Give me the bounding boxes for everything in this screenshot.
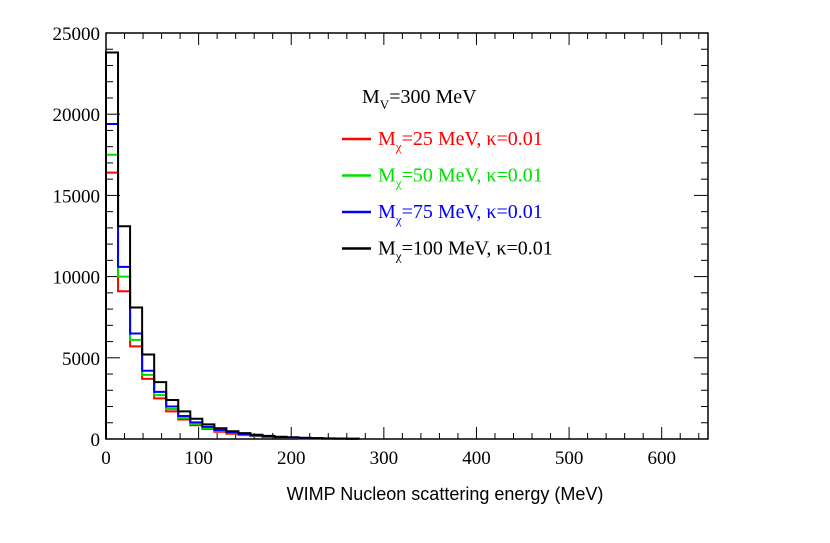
x-tick-label: 500 [555,448,584,469]
y-tick-label: 25000 [53,24,101,45]
x-tick-label: 200 [277,448,306,469]
series-line-1 [105,171,360,440]
y-tick-label: 0 [91,430,101,451]
legend-label-4: Mχ=100 MeV, κ=0.01 [378,238,553,264]
y-axis-tick-labels: 0 5000 10000 15000 20000 25000 [53,24,101,451]
x-tick-label: 300 [370,448,399,469]
axes: 0 100 200 300 400 500 600 0 5000 10000 15000 20000… [53,24,709,469]
legend-entries: Mχ=25 MeV, κ=0.01 Mχ=50 MeV, κ=0.01 Mχ=75 … [342,128,553,264]
legend: MV=300 MeV Mχ=25 MeV, κ=0.01 Mχ=50 MeV, κ… [342,86,553,264]
series-line-4 [105,51,360,440]
x-tick-label: 400 [462,448,491,469]
x-axis-tick-labels: 0 100 200 300 400 500 600 [101,448,676,469]
series-line-2 [105,153,360,440]
annotation-base: M [362,86,380,108]
x-tick-label: 600 [647,448,676,469]
y-tick-label: 20000 [53,105,101,126]
annotation-sub: V [380,97,390,112]
legend-label-2: Mχ=50 MeV, κ=0.01 [378,165,543,191]
x-axis-title: WIMP Nucleon scattering energy (MeV) [287,484,604,504]
x-tick-label: 0 [101,448,111,469]
annotation-rest: =300 MeV [389,86,477,108]
x-axis-ticks [105,33,700,439]
series-line-3 [105,122,360,440]
y-axis-ticks [106,32,708,440]
y-tick-label: 10000 [53,268,101,289]
histogram-series [105,51,360,440]
x-tick-label: 100 [184,448,213,469]
legend-label-1: Mχ=25 MeV, κ=0.01 [378,128,543,154]
y-tick-label: 15000 [53,186,101,207]
y-tick-label: 5000 [62,349,100,370]
legend-label-3: Mχ=75 MeV, κ=0.01 [378,201,543,227]
mediator-mass-annotation: MV=300 MeV [362,86,477,112]
